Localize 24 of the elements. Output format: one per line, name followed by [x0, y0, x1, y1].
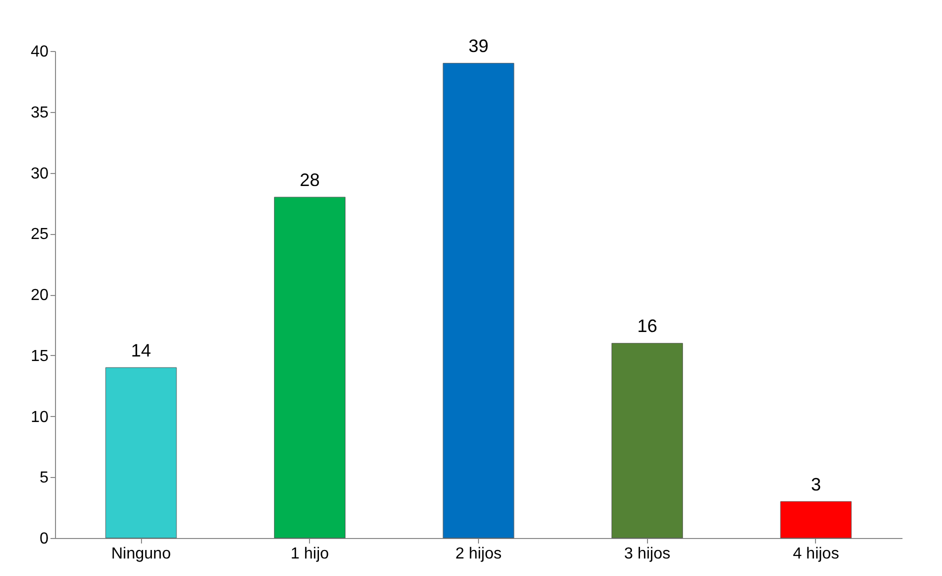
y-tick-label: 10 — [30, 408, 49, 426]
y-tick-label: 40 — [30, 44, 49, 60]
x-tick-label: 1 hijo — [290, 546, 329, 562]
bar — [780, 501, 852, 538]
bar — [612, 342, 683, 538]
x-tick-label: Ninguno — [111, 546, 171, 562]
bar — [442, 62, 514, 538]
x-tick-label: 2 hijos — [455, 546, 502, 562]
data-label: 3 — [810, 474, 821, 494]
y-tick-label: 25 — [30, 226, 49, 244]
bar — [105, 367, 177, 538]
x-tick-label: 4 hijos — [792, 546, 840, 562]
x-tick-label: 3 hijos — [624, 546, 670, 562]
y-tick-label: 20 — [30, 287, 49, 304]
y-tick-label: 30 — [30, 165, 49, 182]
data-label: 28 — [300, 170, 320, 190]
y-tick-label: 5 — [40, 470, 49, 487]
y-tick-label: 0 — [40, 530, 49, 548]
y-tick-label: 35 — [30, 104, 49, 122]
data-label: 16 — [637, 316, 658, 336]
y-tick-label: 15 — [30, 348, 49, 365]
data-label: 14 — [131, 340, 152, 361]
bar — [274, 196, 346, 538]
data-label: 39 — [468, 36, 489, 56]
